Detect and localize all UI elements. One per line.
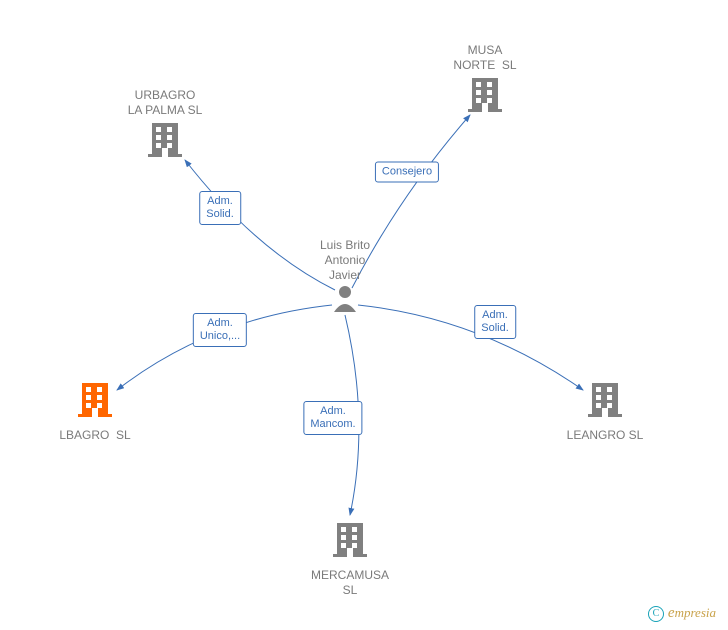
edge-line xyxy=(358,305,583,390)
building-icon xyxy=(78,383,112,417)
edge-line xyxy=(185,160,335,290)
copyright-icon: C xyxy=(648,606,664,622)
company-label: LEANGRO SL xyxy=(567,428,644,443)
company-label: MERCAMUSA SL xyxy=(311,568,389,598)
building-icon xyxy=(588,383,622,417)
center-person-label: Luis Brito Antonio Javier xyxy=(320,238,370,283)
building-icon xyxy=(468,78,502,112)
company-label: URBAGRO LA PALMA SL xyxy=(128,88,203,118)
edge-label: Adm. Solid. xyxy=(199,191,241,225)
building-icon xyxy=(333,523,367,557)
edge-label: Adm. Mancom. xyxy=(303,401,362,435)
company-label: LBAGRO SL xyxy=(59,428,130,443)
edge-label: Consejero xyxy=(375,162,439,183)
watermark: Cempresia xyxy=(648,605,716,622)
edge-label: Adm. Unico,... xyxy=(193,313,247,347)
building-icon xyxy=(148,123,182,157)
company-label: MUSA NORTE SL xyxy=(453,43,516,73)
person-icon xyxy=(334,286,356,312)
edge-label: Adm. Solid. xyxy=(474,305,516,339)
diagram-canvas xyxy=(0,0,728,630)
